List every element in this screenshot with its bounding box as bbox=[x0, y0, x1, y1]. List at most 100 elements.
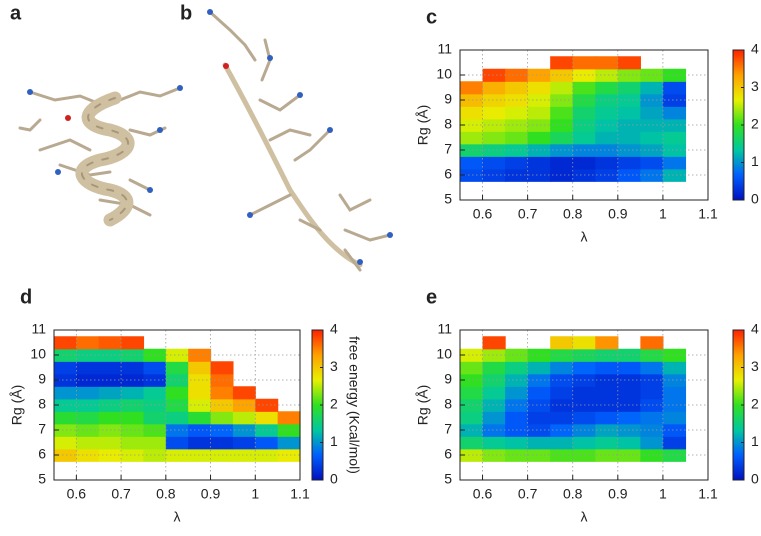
heatmap-cell bbox=[550, 143, 574, 157]
colorbar-tick-label: 4 bbox=[751, 321, 759, 337]
heatmap-cell bbox=[662, 373, 687, 387]
x-tick-label: 0.7 bbox=[518, 486, 538, 502]
heatmap-cell bbox=[550, 81, 574, 95]
heatmap-cell bbox=[121, 348, 145, 362]
heatmap-cell bbox=[662, 361, 687, 375]
heatmap-cell bbox=[54, 448, 77, 462]
x-tick-label: 0.7 bbox=[111, 486, 131, 502]
heatmap-cell bbox=[76, 386, 100, 400]
y-tick-label: 6 bbox=[444, 446, 452, 462]
panel-label: c bbox=[426, 6, 437, 28]
heatmap-cell bbox=[165, 411, 189, 425]
heatmap-cells bbox=[460, 336, 687, 462]
y-tick-label: 7 bbox=[444, 141, 452, 157]
heatmap-cell bbox=[143, 436, 167, 450]
heatmap-cell bbox=[482, 81, 506, 95]
y-tick-label: 11 bbox=[31, 321, 46, 337]
heatmap-cell bbox=[482, 386, 506, 400]
heatmap-cell bbox=[505, 156, 529, 170]
heatmap-cell bbox=[595, 386, 619, 400]
heatmap-cell bbox=[527, 348, 551, 362]
y-tick-label: 5 bbox=[444, 471, 452, 487]
x-tick-label: 0.6 bbox=[67, 486, 87, 502]
heatmap-cell bbox=[662, 118, 687, 132]
heatmap-cell bbox=[277, 423, 301, 437]
heatmap-cell bbox=[460, 131, 484, 145]
x-tick-label: 0.8 bbox=[563, 486, 583, 502]
heatmap-cell bbox=[121, 336, 145, 350]
heatmap-cell bbox=[527, 386, 551, 400]
y-axis-label: Rg (Å) bbox=[415, 385, 431, 425]
helix-structure bbox=[18, 85, 183, 227]
y-tick-label: 5 bbox=[38, 471, 46, 487]
heatmap-cell bbox=[595, 336, 619, 350]
heatmap-cell bbox=[482, 361, 506, 375]
heatmap-cell bbox=[54, 398, 77, 412]
heatmap-cell bbox=[617, 156, 641, 170]
heatmap-cell bbox=[550, 348, 574, 362]
heatmap-cell bbox=[640, 93, 664, 107]
heatmap-cell bbox=[54, 436, 77, 450]
heatmap-cell bbox=[572, 361, 596, 375]
heatmap-cell bbox=[662, 156, 687, 170]
colorbar-tick-label: 0 bbox=[330, 471, 338, 487]
x-tick-label: 0.9 bbox=[608, 206, 628, 222]
heatmap-cell bbox=[527, 131, 551, 145]
heatmap-cell bbox=[662, 398, 687, 412]
heatmap-cell bbox=[482, 348, 506, 362]
heatmap-cell bbox=[550, 398, 574, 412]
heatmap-cell bbox=[76, 348, 100, 362]
heatmap-cell bbox=[54, 411, 77, 425]
heatmap-cell bbox=[165, 348, 189, 362]
heatmap-cell bbox=[527, 398, 551, 412]
x-tick-label: 1.1 bbox=[698, 486, 718, 502]
x-axis-label: λ bbox=[581, 229, 588, 245]
heatmap-cell bbox=[617, 436, 641, 450]
x-tick-label: 0.6 bbox=[473, 486, 493, 502]
heatmap-cell bbox=[527, 93, 551, 107]
heatmap-cell bbox=[595, 156, 619, 170]
heatmap-cell bbox=[550, 156, 574, 170]
heatmap-cell bbox=[550, 436, 574, 450]
y-axis-label: Rg (Å) bbox=[415, 105, 431, 145]
heatmap-cell bbox=[617, 361, 641, 375]
heatmap-cell bbox=[460, 106, 484, 120]
heatmap-cell bbox=[662, 106, 687, 120]
heatmap-cell bbox=[482, 143, 506, 157]
heatmap-cell bbox=[595, 398, 619, 412]
heatmap-cell bbox=[482, 156, 506, 170]
heatmap-cell bbox=[460, 118, 484, 132]
heatmap-cell bbox=[460, 93, 484, 107]
heatmap-cell bbox=[482, 436, 506, 450]
y-tick-label: 10 bbox=[436, 346, 452, 362]
heatmap-cell bbox=[640, 436, 664, 450]
colorbar-tick-label: 4 bbox=[330, 321, 338, 337]
heatmap-cell bbox=[640, 156, 664, 170]
panel-label: e bbox=[426, 286, 437, 308]
heatmap-cell bbox=[640, 68, 664, 82]
heatmap-cell bbox=[121, 398, 145, 412]
heatmap-cell bbox=[482, 423, 506, 437]
panel-label: d bbox=[20, 286, 32, 308]
heatmap-cell bbox=[595, 348, 619, 362]
heatmap-cell bbox=[121, 373, 145, 387]
heatmap-cell bbox=[165, 436, 189, 450]
heatmap-cell bbox=[572, 436, 596, 450]
colorbar-tick-label: 0 bbox=[751, 471, 759, 487]
heatmap-cell bbox=[482, 93, 506, 107]
heatmap-cell bbox=[143, 361, 167, 375]
heatmap-cell bbox=[572, 131, 596, 145]
heatmap-cell bbox=[617, 106, 641, 120]
y-tick-label: 5 bbox=[444, 191, 452, 207]
heatmap-cell bbox=[550, 423, 574, 437]
heatmap-cell bbox=[550, 106, 574, 120]
heatmap-cell bbox=[595, 373, 619, 387]
x-tick-label: 1.1 bbox=[698, 206, 718, 222]
heatmap-cell bbox=[640, 348, 664, 362]
heatmap-cell bbox=[527, 143, 551, 157]
y-tick-label: 11 bbox=[437, 321, 452, 337]
heatmap-cell bbox=[595, 68, 619, 82]
x-tick-label: 0.7 bbox=[518, 206, 538, 222]
heatmap-cell bbox=[460, 168, 484, 182]
colorbar-tick-label: 2 bbox=[330, 396, 338, 412]
